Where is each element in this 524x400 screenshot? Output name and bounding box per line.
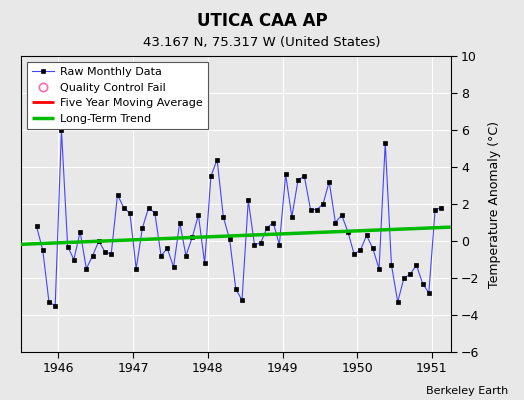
Legend: Raw Monthly Data, Quality Control Fail, Five Year Moving Average, Long-Term Tren: Raw Monthly Data, Quality Control Fail, …	[27, 62, 208, 129]
Five Year Moving Average	[248, 232, 254, 237]
Raw Monthly Data	[226, 237, 233, 242]
Raw Monthly Data	[438, 205, 444, 210]
Raw Monthly Data	[34, 224, 40, 228]
Raw Monthly Data	[364, 233, 370, 238]
Line: Raw Monthly Data: Raw Monthly Data	[35, 128, 443, 308]
Five Year Moving Average	[235, 232, 241, 237]
Text: Berkeley Earth: Berkeley Earth	[426, 386, 508, 396]
Raw Monthly Data	[220, 214, 226, 219]
Raw Monthly Data	[77, 229, 83, 234]
Text: 43.167 N, 75.317 W (United States): 43.167 N, 75.317 W (United States)	[143, 36, 381, 49]
Raw Monthly Data	[146, 205, 152, 210]
Y-axis label: Temperature Anomaly (°C): Temperature Anomaly (°C)	[488, 120, 501, 288]
Raw Monthly Data	[52, 303, 58, 308]
Raw Monthly Data	[170, 264, 177, 269]
Text: UTICA CAA AP: UTICA CAA AP	[196, 12, 328, 30]
Raw Monthly Data	[58, 128, 64, 132]
